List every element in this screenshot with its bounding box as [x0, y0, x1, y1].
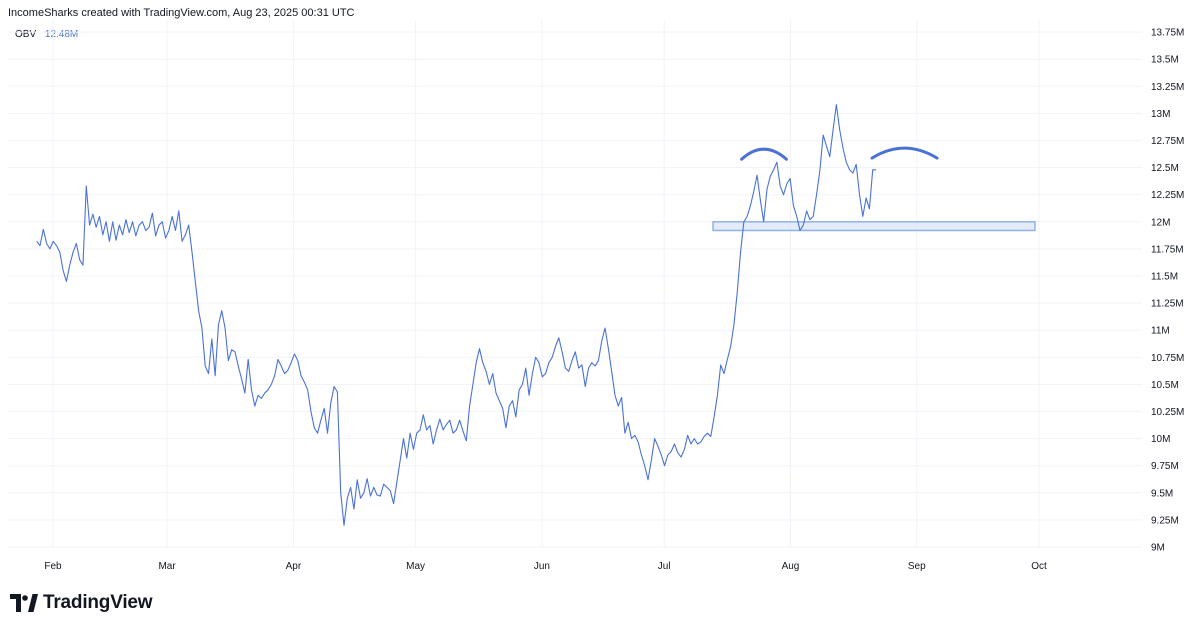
y-tick-label: 13.5M	[1151, 55, 1179, 66]
price-axis: 13.75M 13.5M 13.25M 13M 12.75M 12.5M 12.25M 12M…	[1151, 28, 1184, 554]
y-tick-label: 11.5M	[1151, 272, 1178, 283]
x-tick-label: May	[406, 561, 425, 572]
tradingview-wordmark: TradingView	[43, 592, 153, 613]
y-tick-label: 9.5M	[1151, 488, 1173, 499]
support-zone-rect	[712, 221, 1036, 232]
y-tick-label: 12.75M	[1151, 136, 1184, 147]
support-zone	[712, 221, 1036, 232]
y-tick-label: 10.25M	[1151, 407, 1184, 418]
y-tick-label: 11.75M	[1151, 244, 1184, 255]
annotation-arc	[870, 146, 939, 160]
obv-line	[36, 104, 877, 526]
y-tick-label: 9.75M	[1151, 461, 1179, 472]
x-tick-label: Feb	[44, 561, 62, 572]
annotation-arcs	[740, 146, 939, 161]
x-tick-label: Mar	[158, 561, 176, 572]
x-tick-label: Aug	[782, 561, 800, 572]
indicator-value: 12.48M	[44, 29, 79, 40]
y-tick-label: 9.25M	[1151, 515, 1179, 526]
y-tick-label: 13.75M	[1151, 28, 1184, 39]
x-tick-label: Jul	[658, 561, 671, 572]
grid-lines	[8, 20, 1142, 548]
obv-chart[interactable]: 13.75M 13.5M 13.25M 13M 12.75M 12.5M 12.25M 12M…	[0, 0, 1199, 590]
y-tick-label: 10.5M	[1151, 380, 1179, 391]
y-tick-label: 12M	[1151, 217, 1170, 228]
y-tick-label: 13.25M	[1151, 82, 1184, 93]
x-tick-label: Jun	[534, 561, 550, 572]
y-tick-label: 12.25M	[1151, 190, 1184, 201]
y-tick-label: 10M	[1151, 434, 1170, 445]
annotation-arc	[740, 147, 788, 161]
time-axis: Feb Mar Apr May Jun Jul Aug Sep Oct	[44, 561, 1047, 572]
x-tick-label: Sep	[908, 561, 926, 572]
x-tick-label: Oct	[1031, 561, 1047, 572]
y-tick-label: 9M	[1151, 543, 1165, 554]
indicator-legend[interactable]: OBV 12.48M	[15, 29, 78, 40]
y-tick-label: 11M	[1151, 326, 1170, 337]
y-tick-label: 10.75M	[1151, 353, 1184, 364]
y-tick-label: 13M	[1151, 109, 1170, 120]
chart-attribution: IncomeSharks created with TradingView.co…	[8, 7, 355, 19]
x-tick-label: Apr	[286, 561, 302, 572]
y-tick-label: 11.25M	[1151, 299, 1184, 310]
tradingview-logo[interactable]: TradingView	[10, 592, 153, 614]
obv-series	[36, 104, 877, 526]
y-tick-label: 12.5M	[1151, 163, 1179, 174]
tradingview-logo-icon	[10, 594, 38, 612]
indicator-name: OBV	[15, 29, 37, 40]
